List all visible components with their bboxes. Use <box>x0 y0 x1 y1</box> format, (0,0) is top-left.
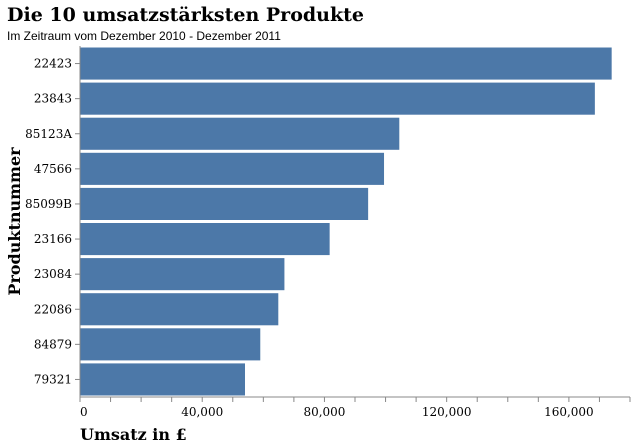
bar-22423 <box>80 47 612 80</box>
chart-title: Die 10 umsatzstärksten Produkte <box>7 4 364 26</box>
y-tick-label-47566: 47566 <box>34 162 72 176</box>
bar-79321 <box>80 363 245 396</box>
bar-23084 <box>80 258 285 291</box>
y-axis-title: Produktnummer <box>5 147 24 296</box>
chart-subtitle: Im Zeitraum vom Dezember 2010 - Dezember… <box>7 29 281 43</box>
y-axis: 22423 23843 85123A 47566 85099B 23166 23084 220… <box>25 46 81 397</box>
y-tick-label-84879: 84879 <box>34 337 72 351</box>
x-tick-label: 80,000 <box>303 405 345 419</box>
x-tick-label: 160,000 <box>544 405 594 419</box>
bar-23843 <box>80 82 595 115</box>
y-tick-label-23084: 23084 <box>34 267 73 281</box>
x-axis: 0 40,000 80,000 120,000 160,000 <box>79 396 631 419</box>
bars-group <box>80 47 612 396</box>
y-tick-label-79321: 79321 <box>34 372 72 386</box>
y-tick-label-22423: 22423 <box>34 57 72 71</box>
y-tick-label-85099B: 85099B <box>25 197 72 211</box>
bar-22086 <box>80 293 279 326</box>
bar-85099B <box>80 187 369 220</box>
bar-85123A <box>80 117 400 150</box>
y-tick-label-23166: 23166 <box>34 232 72 246</box>
bar-84879 <box>80 328 261 361</box>
y-tick-label-23843: 23843 <box>34 92 72 106</box>
x-axis-title: Umsatz in £ <box>80 425 187 444</box>
bar-47566 <box>80 152 385 185</box>
x-tick-label: 40,000 <box>181 405 223 419</box>
x-tick-label: 0 <box>80 405 88 419</box>
bar-23166 <box>80 223 330 256</box>
y-tick-label-22086: 22086 <box>34 302 72 316</box>
y-tick-label-85123A: 85123A <box>25 127 72 141</box>
x-tick-label: 120,000 <box>422 405 472 419</box>
